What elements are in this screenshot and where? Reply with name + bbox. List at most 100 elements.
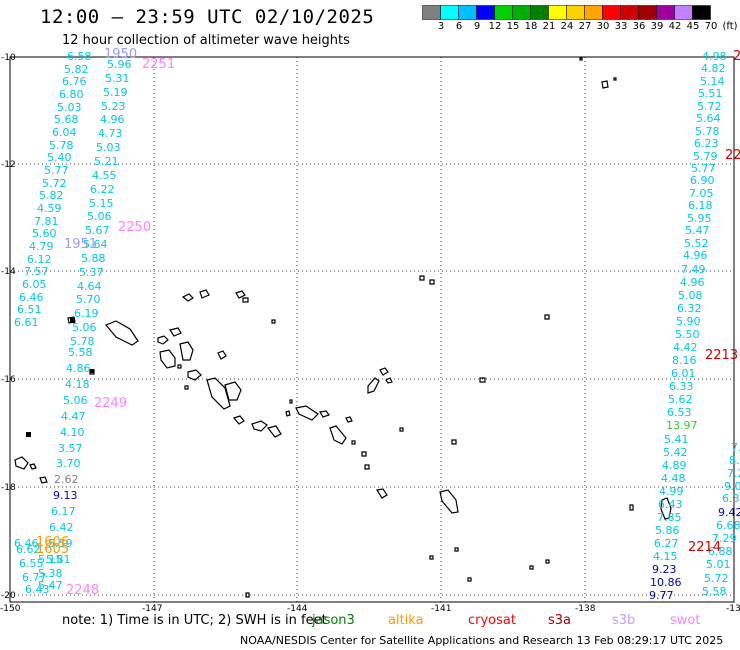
wave-height-value: 5.72 [704, 572, 729, 585]
lon-tick-label: -144 [287, 604, 308, 614]
wave-height-value: 5.64 [696, 112, 721, 125]
wave-height-value: 4.55 [92, 169, 117, 182]
map-subtitle: 12 hour collection of altimeter wave hei… [62, 33, 350, 48]
wave-height-value: 5.88 [81, 252, 106, 265]
wave-height-value: 5.78 [695, 125, 720, 138]
legend-value-36: 36 [632, 21, 646, 32]
wave-height-value: 5.64 [83, 238, 108, 251]
wave-height-value: 5.62 [668, 393, 693, 406]
wave-height-value: 5.50 [675, 328, 700, 341]
wave-height-value: 9.77 [649, 589, 674, 602]
satellite-s3b: s3b [612, 613, 636, 628]
wave-height-value: 3.70 [56, 457, 81, 470]
pass-time-label: 1606 [36, 535, 70, 550]
wave-height-value: 6.19 [74, 307, 99, 320]
pass-time-label: 2213 [705, 348, 739, 363]
wave-height-value: 4.86 [66, 362, 91, 375]
wave-height-value: 5.95 [687, 212, 712, 225]
pass-time-label: 2 [733, 49, 740, 64]
wave-height-value: 5.68 [54, 113, 79, 126]
wave-height-value: 5.03 [96, 141, 121, 154]
wave-height-value: 7. [731, 441, 740, 454]
x-tick-labels: -150 -147 -144 -141 -138 -13 [0, 604, 740, 614]
wave-height-value: 7.85 [657, 511, 682, 524]
legend-swatch-70 [692, 5, 711, 20]
wave-height-value: 5.06 [72, 321, 97, 334]
wave-height-value: 5.58 [68, 346, 93, 359]
satellite-cryosat: cryosat [468, 613, 516, 628]
wave-height-value: 6.43 [658, 498, 683, 511]
wave-height-value: 4.98 [702, 50, 727, 63]
wave-height-value: 4.96 [683, 249, 708, 262]
wave-height-value: 6.77 [22, 571, 47, 584]
wave-height-value: 5.58 [702, 585, 727, 598]
wave-height-value: 5.37 [79, 266, 104, 279]
legend-value-6: 6 [455, 21, 463, 32]
wave-height-value: 5.82 [39, 189, 64, 202]
wave-height-value: 4.18 [65, 378, 90, 391]
wave-height-value: 6.12 [27, 253, 52, 266]
legend-value-21: 21 [542, 21, 556, 32]
wave-height-value: 5.77 [691, 162, 716, 175]
wave-height-value: 5.14 [700, 75, 725, 88]
wave-height-value: 6.76 [62, 75, 87, 88]
wave-height-value: 4.73 [98, 127, 123, 140]
wave-height-value: 5.47 [685, 224, 710, 237]
wave-height-value: 5.47 [38, 579, 63, 592]
wave-height-value: 6.27 [654, 537, 679, 550]
pass-time-label: 2250 [118, 220, 152, 235]
wave-height-value: 6.18 [688, 199, 713, 212]
wave-height-value: 6.58 [67, 50, 92, 63]
pass-time-label: 1950 [104, 47, 138, 62]
lon-tick-label: -138 [575, 604, 596, 614]
lat-tick-label: -20 [1, 591, 16, 601]
wave-height-value: 6.46 [14, 537, 39, 550]
wave-height-value: 6.05 [22, 278, 47, 291]
wave-height-value: 5.59 [48, 537, 73, 550]
satellite-jason3: jason3 [312, 613, 355, 628]
grid-lines [10, 56, 734, 602]
lon-tick-label: -150 [0, 604, 21, 614]
map-title: 12:00 – 23:59 UTC 02/10/2025 [40, 6, 375, 28]
lat-tick-label: -18 [1, 483, 16, 493]
wave-height-value: 5.72 [697, 100, 722, 113]
wave-height-value: 5.70 [76, 293, 101, 306]
wave-height-value: 5.77 [44, 164, 69, 177]
wave-height-value: 5.78 [49, 139, 74, 152]
wave-height-value: 4.96 [100, 113, 125, 126]
satellite-s3a: s3a [548, 613, 572, 628]
wave-height-value: 6.90 [690, 174, 715, 187]
wave-height-value: 5.67 [85, 224, 110, 237]
wave-height-value: 6.01 [671, 367, 696, 380]
pass-time-label: 1605 [36, 542, 70, 557]
wave-height-value: 5.96 [107, 58, 132, 71]
lat-tick-label: -10 [1, 53, 16, 63]
lon-tick-label: -147 [142, 604, 162, 614]
wave-height-value: 7.05 [689, 187, 714, 200]
wave-height-value: 5.19 [103, 86, 128, 99]
wave-height-value: 4.59 [37, 202, 62, 215]
wave-height-value: 5.01 [706, 558, 731, 571]
lon-tick-label: -13 [726, 604, 740, 614]
lat-tick-label: -14 [1, 267, 16, 277]
legend-value-70: 70 [704, 21, 718, 32]
wave-height-value: 9.23 [652, 563, 677, 576]
wave-height-value: 4.47 [61, 410, 86, 423]
legend-value-45: 45 [686, 21, 700, 32]
wave-height-value: 6.62 [16, 543, 41, 556]
pass-time-label: 2249 [94, 396, 128, 411]
legend-value-24: 24 [560, 21, 574, 32]
wave-height-value: 6.32 [722, 492, 740, 505]
pass-time-label: 2214 [688, 540, 722, 555]
color-legend-labels: 3 6 9 12 15 18 21 24 27 30 33 36 39 42 45 70 (ft) [422, 21, 740, 35]
wave-height-value: 5.40 [47, 151, 72, 164]
wave-height-value: 6.55 [19, 557, 44, 570]
wave-height-value: 6.33 [669, 380, 694, 393]
legend-value-3: 3 [437, 21, 445, 32]
wave-height-value: 5.86 [655, 524, 680, 537]
pass-time-label: 22 [725, 148, 740, 163]
wave-height-value: 4.64 [77, 280, 102, 293]
legend-value-42: 42 [668, 21, 682, 32]
wave-height-value: 4.89 [662, 459, 687, 472]
